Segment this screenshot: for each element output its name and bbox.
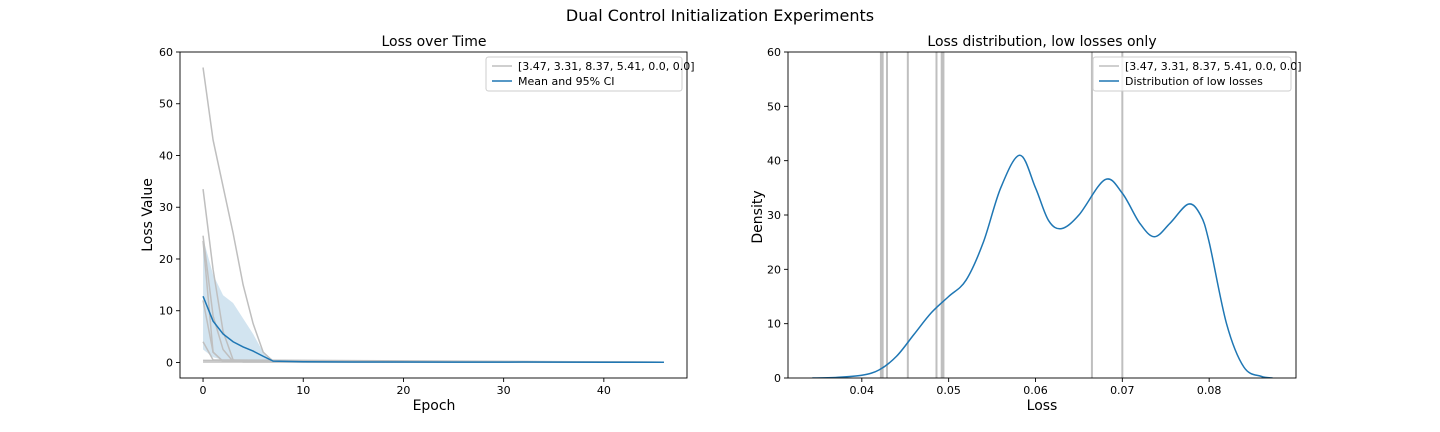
y-axis-label: Density	[750, 190, 766, 243]
x-tick-label: 0.06	[1023, 384, 1048, 397]
y-tick-label: 50	[159, 98, 173, 111]
axes-frame	[787, 51, 1297, 379]
y-tick-label: 10	[767, 318, 781, 331]
x-tick-label: 30	[497, 384, 511, 397]
legend: [3.47, 3.31, 8.37, 5.41, 0.0, 0.0] Distri…	[1092, 56, 1302, 92]
loss-distribution-chart: Loss distribution, low losses only Loss …	[750, 34, 1302, 414]
y-tick-label: 60	[159, 46, 173, 59]
y-tick-label: 40	[767, 155, 781, 168]
y-axis-label: Loss Value	[140, 178, 156, 252]
x-tick-label: 10	[296, 384, 310, 397]
legend: [3.47, 3.31, 8.37, 5.41, 0.0, 0.0] Mean a…	[485, 56, 695, 92]
ci-band	[203, 238, 664, 363]
y-tick-label: 50	[767, 100, 781, 113]
x-tick-label: 40	[597, 384, 611, 397]
individual-run-line-5	[202, 300, 664, 363]
y-tick-label: 40	[159, 149, 173, 162]
y-tick-label: 10	[159, 305, 173, 318]
y-tick-label: 20	[767, 263, 781, 276]
chart-title: Loss distribution, low losses only	[927, 34, 1156, 50]
x-tick-label: 0.05	[936, 384, 961, 397]
x-tick-label: 0.07	[1110, 384, 1135, 397]
legend-box	[485, 56, 683, 92]
x-tick-label: 0.04	[850, 384, 875, 397]
legend-label-individual: [3.47, 3.31, 8.37, 5.41, 0.0, 0.0]	[518, 60, 695, 73]
x-axis-label: Loss	[1027, 398, 1058, 414]
individual-run-line-1	[202, 67, 664, 363]
legend-box	[1092, 56, 1292, 92]
chart-title: Loss over Time	[381, 34, 486, 50]
legend-label-individual: [3.47, 3.31, 8.37, 5.41, 0.0, 0.0]	[1125, 60, 1302, 73]
y-tick-label: 0	[774, 372, 781, 385]
x-axis-label: Epoch	[413, 398, 456, 414]
legend-label-mean: Distribution of low losses	[1125, 75, 1263, 88]
y-tick-label: 30	[767, 209, 781, 222]
legend-label-mean: Mean and 95% CI	[518, 75, 615, 88]
y-tick-label: 60	[767, 46, 781, 59]
individual-run-line-2	[202, 189, 664, 363]
x-tick-label: 0.08	[1197, 384, 1222, 397]
y-tick-label: 30	[159, 201, 173, 214]
x-tick-label: 20	[396, 384, 410, 397]
mean-line	[202, 295, 664, 363]
axes-frame	[179, 51, 688, 379]
figure-suptitle: Dual Control Initialization Experiments	[566, 6, 874, 25]
individual-run-line-3	[202, 235, 664, 363]
density-curve	[812, 154, 1273, 378]
x-tick-label: 0	[200, 384, 207, 397]
loss-over-time-chart: Loss over Time Epoch Loss Value 0 10 20 30 4…	[140, 34, 695, 414]
y-tick-label: 20	[159, 253, 173, 266]
individual-run-line-4	[202, 240, 664, 363]
y-tick-label: 0	[166, 356, 173, 369]
